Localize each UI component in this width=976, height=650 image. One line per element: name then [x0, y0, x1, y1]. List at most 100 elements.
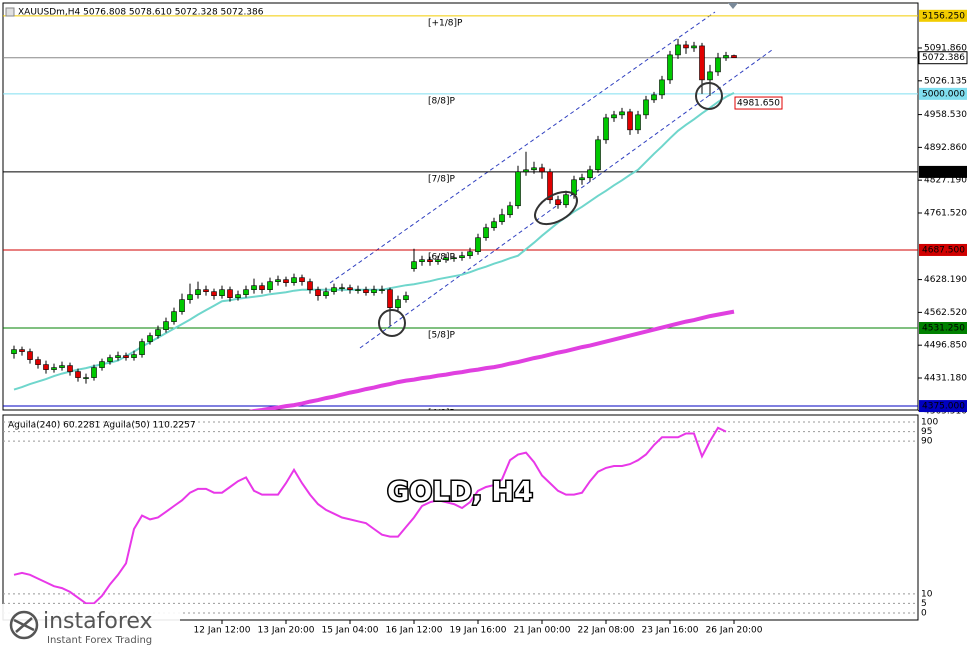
highlight-circle: [695, 82, 723, 110]
candle-body: [723, 55, 729, 59]
level-price-box: [919, 87, 967, 100]
candle-body: [579, 177, 585, 181]
candle-body: [11, 349, 17, 354]
candle-body: [107, 357, 113, 362]
y-tick-label: 4496.850: [924, 341, 967, 351]
x-tick-label: 19 Jan 16:00: [450, 626, 507, 636]
y-tick-label: 5026.135: [924, 76, 967, 86]
candle-body: [707, 71, 713, 81]
logo-icon: [9, 610, 39, 640]
candle-body: [659, 79, 665, 96]
candle-body: [467, 251, 473, 257]
y-tick-label: 4562.520: [924, 308, 967, 318]
y-tick-label: 90: [921, 437, 933, 447]
level-tag: [+1/8]P: [428, 18, 463, 28]
candle-body: [595, 139, 601, 171]
candle-body: [731, 55, 737, 59]
candle-body: [611, 114, 617, 119]
candle-body: [307, 281, 313, 290]
x-tick-label: 15 Jan 04:00: [322, 626, 379, 636]
candle-body: [75, 371, 81, 378]
indicator-plot: [3, 421, 918, 614]
watermark: GOLD, H4: [387, 477, 533, 508]
candle-body: [187, 294, 193, 300]
candle-body: [587, 169, 593, 179]
y-tick-label: 100: [921, 418, 938, 428]
candle-body: [499, 214, 505, 223]
x-tick-label: 16 Jan 12:00: [386, 626, 443, 636]
candle-body: [331, 287, 337, 292]
candle-body: [235, 294, 241, 298]
x-tick-label: 26 Jan 20:00: [706, 626, 763, 636]
level-price-box: [919, 9, 967, 22]
level-price-box: [919, 400, 967, 413]
candle-body: [539, 167, 545, 173]
candle-body: [403, 295, 409, 300]
level-price-label: 4375.000: [922, 402, 965, 412]
candle-body: [115, 355, 121, 358]
candle-body: [211, 291, 217, 296]
candle-body: [371, 289, 377, 293]
candle-body: [483, 227, 489, 239]
indicator-line: [13, 426, 727, 605]
level-price-box: [919, 165, 967, 178]
candle-body: [443, 257, 449, 260]
candle-body: [243, 289, 249, 295]
candle-body: [323, 291, 329, 296]
main-plot: [+1/8]P [8/8]P [7/8]P [6/8]P [5/8]P [4/8]P: [3, 11, 918, 410]
candle-body: [427, 259, 433, 262]
candle-body: [603, 117, 609, 141]
candle-body: [523, 169, 529, 173]
candle-body: [515, 171, 521, 207]
level-price-label: 5156.250: [922, 11, 965, 21]
main-pane: [2, 2, 919, 411]
candle-body: [651, 94, 657, 101]
candle-body: [507, 205, 513, 216]
current-price-box: [918, 51, 968, 65]
price-marker-label: 4981.650: [737, 99, 780, 109]
level-price-label: 5000.000: [922, 89, 965, 99]
candle-body: [91, 367, 97, 378]
candle-body: [171, 311, 177, 322]
y-tick-label: 4628.190: [924, 275, 967, 285]
candle-body: [363, 289, 369, 293]
y-tick-label: 5091.860: [924, 43, 967, 53]
moving-average: [248, 309, 735, 410]
candle-body: [667, 54, 673, 81]
candle-body: [379, 289, 385, 291]
candle-body: [459, 255, 465, 259]
candle-body: [395, 299, 401, 308]
level-price-label: 4531.250: [922, 324, 965, 334]
candle-body: [451, 257, 457, 260]
candle-body: [531, 167, 537, 171]
candle-body: [283, 279, 289, 283]
logo-name: instaforex: [43, 609, 153, 634]
candle-body: [547, 171, 553, 201]
candle-body: [275, 279, 281, 282]
candle-body: [195, 289, 201, 295]
current-price-label: 5072.386: [922, 53, 965, 63]
candle-body: [219, 289, 225, 296]
candle-body: [475, 237, 481, 253]
candle-body: [387, 289, 393, 308]
candle-body: [203, 289, 209, 292]
candle-body: [619, 111, 625, 116]
y-tick-label: 10: [921, 589, 933, 599]
y-tick-label: 4958.530: [924, 110, 967, 120]
candle-body: [715, 57, 721, 73]
candle-body: [43, 364, 49, 370]
y-tick-label: 95: [921, 427, 932, 437]
candle-body: [67, 365, 73, 372]
y-tick-label: 4761.520: [924, 208, 967, 218]
candle-body: [267, 281, 273, 290]
candle-body: [627, 111, 633, 131]
indicator-title: Aguila(240) 60.2281 Aguila(50) 110.2257: [8, 421, 196, 431]
candle-body: [347, 287, 353, 290]
candle-body: [291, 277, 297, 283]
level-tag: [5/8]P: [428, 331, 456, 341]
candle-body: [315, 289, 321, 296]
candle-body: [675, 44, 681, 56]
level-price-box: [919, 322, 967, 335]
y-tick-label: 5: [921, 599, 927, 609]
